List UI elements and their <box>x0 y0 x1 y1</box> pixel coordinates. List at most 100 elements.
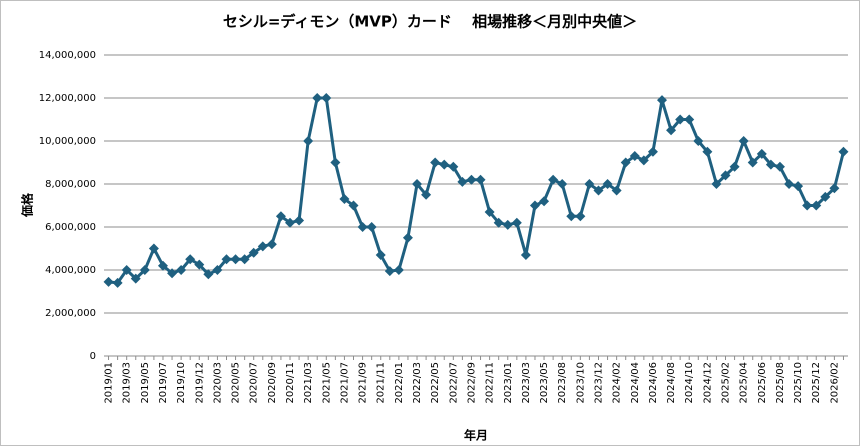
data-point <box>393 265 404 275</box>
data-point <box>584 179 595 189</box>
x-tick-label: 2019/10 <box>176 362 187 404</box>
data-point <box>738 136 749 146</box>
data-point <box>457 176 468 187</box>
data-point <box>330 157 341 168</box>
data-point <box>176 265 187 275</box>
x-tick-label: 2025/02 <box>721 362 732 404</box>
x-tick-label: 2020/07 <box>249 362 260 404</box>
data-point <box>157 260 168 271</box>
x-tick-label: 2026/02 <box>829 362 840 404</box>
data-point <box>112 277 123 288</box>
data-point <box>820 191 831 202</box>
x-tick-label: 2021/03 <box>303 362 314 404</box>
x-tick-label: 2022/05 <box>430 362 441 404</box>
data-point <box>802 200 813 211</box>
x-tick-label: 2023/10 <box>575 362 586 404</box>
data-point <box>620 157 631 168</box>
data-point <box>475 174 486 185</box>
data-point <box>339 194 350 205</box>
data-point <box>448 161 459 172</box>
data-point <box>747 157 758 168</box>
data-point <box>729 161 740 172</box>
y-axis-title: 価格 <box>20 192 35 218</box>
x-tick-label: 2023/08 <box>557 362 568 404</box>
data-point <box>239 254 250 265</box>
data-point <box>167 268 178 279</box>
data-point <box>502 219 513 230</box>
data-point <box>421 189 432 200</box>
y-tick-label: 12,000,000 <box>39 93 96 104</box>
data-point <box>647 146 658 157</box>
data-point <box>412 179 423 189</box>
x-tick-label: 2023/12 <box>593 362 604 404</box>
data-point <box>829 183 840 194</box>
y-tick-label: 8,000,000 <box>45 179 96 190</box>
data-point <box>148 243 159 254</box>
data-point <box>756 148 767 159</box>
x-tick-label: 2019/12 <box>194 362 205 404</box>
y-tick-label: 4,000,000 <box>45 265 96 276</box>
x-tick-label: 2025/04 <box>739 362 750 404</box>
x-tick-label: 2022/01 <box>394 362 405 404</box>
x-tick-label: 2024/02 <box>612 362 623 404</box>
data-point <box>257 241 268 252</box>
data-point <box>638 155 649 166</box>
x-tick-label: 2025/06 <box>757 362 768 404</box>
data-point <box>439 159 450 170</box>
y-tick-label: 10,000,000 <box>39 136 96 147</box>
x-tick-label: 2021/05 <box>321 362 332 404</box>
data-point <box>294 215 305 226</box>
data-point <box>593 185 604 196</box>
data-point <box>557 179 568 189</box>
data-point <box>402 232 413 243</box>
data-point <box>321 93 332 103</box>
data-point <box>384 266 395 277</box>
x-tick-label: 2025/12 <box>811 362 822 404</box>
x-tick-label: 2019/03 <box>122 362 133 404</box>
data-point <box>774 161 785 172</box>
data-point <box>784 179 795 189</box>
data-point <box>520 249 531 260</box>
x-tick-label: 2021/07 <box>339 362 350 404</box>
x-tick-label: 2024/06 <box>648 362 659 404</box>
data-point <box>484 206 495 217</box>
chart-title: セシル=ディモン（MVP）カード 相場推移＜月別中央値＞ <box>223 13 637 31</box>
data-point <box>248 247 259 258</box>
x-tick-label: 2019/01 <box>104 362 115 404</box>
data-point <box>529 200 540 211</box>
data-point <box>266 239 277 250</box>
data-point <box>511 217 522 228</box>
data-point <box>357 222 368 232</box>
data-point <box>348 200 359 211</box>
x-tick-label: 2020/09 <box>267 362 278 404</box>
x-tick-label: 2024/10 <box>684 362 695 404</box>
data-point <box>611 185 622 196</box>
data-point <box>121 265 132 275</box>
x-tick-label: 2025/10 <box>793 362 804 404</box>
data-point <box>811 200 822 211</box>
data-point <box>793 181 804 192</box>
data-point <box>684 114 695 125</box>
data-point <box>221 254 232 265</box>
x-tick-label: 2022/09 <box>466 362 477 404</box>
data-point <box>657 95 667 106</box>
data-point <box>575 211 586 222</box>
x-tick-label: 2020/05 <box>231 362 242 404</box>
data-point <box>765 159 776 170</box>
x-tick-label: 2023/03 <box>521 362 532 404</box>
x-tick-label: 2024/08 <box>666 362 677 404</box>
data-point <box>130 273 141 284</box>
x-tick-label: 2019/07 <box>158 362 169 404</box>
data-point <box>539 196 550 207</box>
data-point <box>194 259 205 270</box>
data-point <box>711 179 722 189</box>
data-point <box>103 276 114 287</box>
data-point <box>303 136 314 146</box>
data-point <box>212 265 223 275</box>
data-point <box>139 265 150 275</box>
data-point <box>375 249 386 260</box>
data-point <box>203 269 214 280</box>
data-point <box>702 146 713 157</box>
data-point <box>493 217 504 228</box>
